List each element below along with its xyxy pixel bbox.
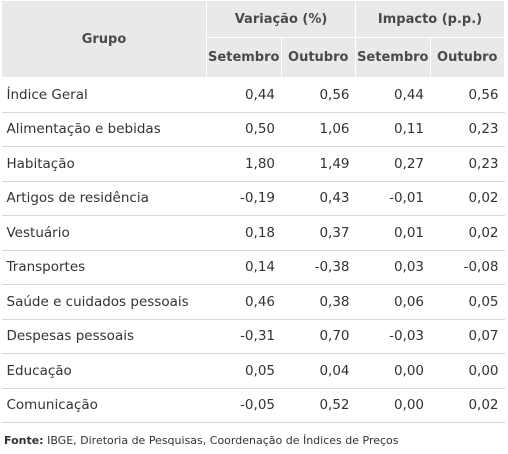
impacto-setembro-cell: 0,03: [355, 250, 431, 285]
variacao-setembro-cell: -0,31: [206, 319, 281, 354]
table-row: Saúde e cuidados pessoais 0,46 0,38 0,06 0,0…: [1, 284, 505, 320]
variacao-setembro-cell: 1,80: [206, 146, 281, 182]
impacto-outubro-cell: 0,23: [430, 146, 505, 182]
variacao-outubro-cell: -0,38: [281, 250, 356, 285]
table-row: Índice Geral 0,44 0,56 0,44 0,56: [1, 77, 505, 113]
impacto-setembro-cell: -0,01: [355, 181, 431, 216]
variacao-outubro-cell: 0,70: [281, 319, 356, 354]
impacto-outubro-cell: 0,05: [430, 284, 505, 320]
impacto-header: Impacto (p.p.): [355, 0, 506, 38]
impacto-outubro-cell: 0,02: [430, 181, 505, 216]
variacao-setembro-cell: 0,14: [206, 250, 281, 285]
impacto-setembro-cell: -0,03: [355, 319, 431, 354]
impacto-outubro-cell: 0,00: [430, 353, 505, 389]
variacao-outubro-header: Outubro: [280, 37, 357, 78]
source-note: Fonte: IBGE, Diretoria de Pesquisas, Coo…: [1, 434, 507, 447]
variacao-outubro-cell: 0,43: [281, 181, 356, 216]
table-body: Índice Geral 0,44 0,56 0,44 0,56 Alimentação …: [1, 77, 505, 423]
impacto-outubro-cell: 0,02: [430, 215, 505, 251]
table-row: Despesas pessoais -0,31 0,70 -0,03 0,07: [1, 319, 505, 354]
variacao-setembro-cell: 0,50: [206, 112, 281, 147]
group-name-cell: Habitação: [1, 146, 207, 182]
variacao-setembro-cell: 0,18: [206, 215, 281, 251]
impacto-setembro-cell: 0,44: [355, 77, 431, 113]
table-row: Artigos de residência -0,19 0,43 -0,01 0,02: [1, 181, 505, 216]
group-name-cell: Transportes: [1, 250, 207, 285]
impacto-outubro-header: Outubro: [429, 37, 506, 78]
table-header: Grupo Variação (%) Impacto (p.p.) Setemb…: [1, 0, 506, 78]
impacto-setembro-header: Setembro: [355, 37, 431, 78]
impacto-setembro-cell: 0,06: [355, 284, 431, 320]
table-row: Habitação 1,80 1,49 0,27 0,23: [1, 146, 505, 182]
variacao-setembro-cell: -0,05: [206, 388, 281, 423]
variacao-setembro-cell: 0,46: [206, 284, 281, 320]
impacto-setembro-cell: 0,01: [355, 215, 431, 251]
variacao-outubro-cell: 0,37: [281, 215, 356, 251]
group-name-cell: Artigos de residência: [1, 181, 207, 216]
impacto-outubro-cell: 0,23: [430, 112, 505, 147]
impacto-setembro-cell: 0,11: [355, 112, 431, 147]
table-row: Comunicação -0,05 0,52 0,00 0,02: [1, 388, 505, 423]
variacao-outubro-cell: 0,52: [281, 388, 356, 423]
variacao-header: Variação (%): [205, 0, 357, 38]
group-name-cell: Despesas pessoais: [1, 319, 207, 354]
variacao-outubro-cell: 0,56: [281, 77, 356, 113]
impacto-outubro-cell: 0,02: [430, 388, 505, 423]
group-name-cell: Educação: [1, 353, 207, 389]
impacto-setembro-cell: 0,27: [355, 146, 431, 182]
source-label: Fonte:: [4, 434, 44, 447]
table-row: Educação 0,05 0,04 0,00 0,00: [1, 353, 505, 389]
impacto-outubro-cell: 0,56: [430, 77, 505, 113]
variacao-outubro-cell: 1,06: [281, 112, 356, 147]
impacto-setembro-cell: 0,00: [355, 353, 431, 389]
variacao-setembro-header: Setembro: [206, 37, 282, 78]
variacao-outubro-cell: 1,49: [281, 146, 356, 182]
ipca-group-table: Grupo Variação (%) Impacto (p.p.) Setemb…: [1, 0, 506, 423]
group-name-cell: Saúde e cuidados pessoais: [1, 284, 207, 320]
group-name-cell: Vestuário: [1, 215, 207, 251]
variacao-outubro-cell: 0,04: [281, 353, 356, 389]
group-name-cell: Comunicação: [1, 388, 207, 423]
variacao-setembro-cell: -0,19: [206, 181, 281, 216]
variacao-setembro-cell: 0,05: [206, 353, 281, 389]
group-column-header: Grupo: [1, 0, 207, 78]
source-text: IBGE, Diretoria de Pesquisas, Coordenaçã…: [43, 434, 399, 447]
impacto-outubro-cell: -0,08: [430, 250, 505, 285]
group-name-cell: Alimentação e bebidas: [1, 112, 207, 147]
table-row: Transportes 0,14 -0,38 0,03 -0,08: [1, 250, 505, 285]
table-row: Vestuário 0,18 0,37 0,01 0,02: [1, 215, 505, 251]
impacto-setembro-cell: 0,00: [355, 388, 431, 423]
impacto-outubro-cell: 0,07: [430, 319, 505, 354]
group-name-cell: Índice Geral: [1, 77, 207, 113]
table-row: Alimentação e bebidas 0,50 1,06 0,11 0,23: [1, 112, 505, 147]
variacao-outubro-cell: 0,38: [281, 284, 356, 320]
variacao-setembro-cell: 0,44: [206, 77, 281, 113]
